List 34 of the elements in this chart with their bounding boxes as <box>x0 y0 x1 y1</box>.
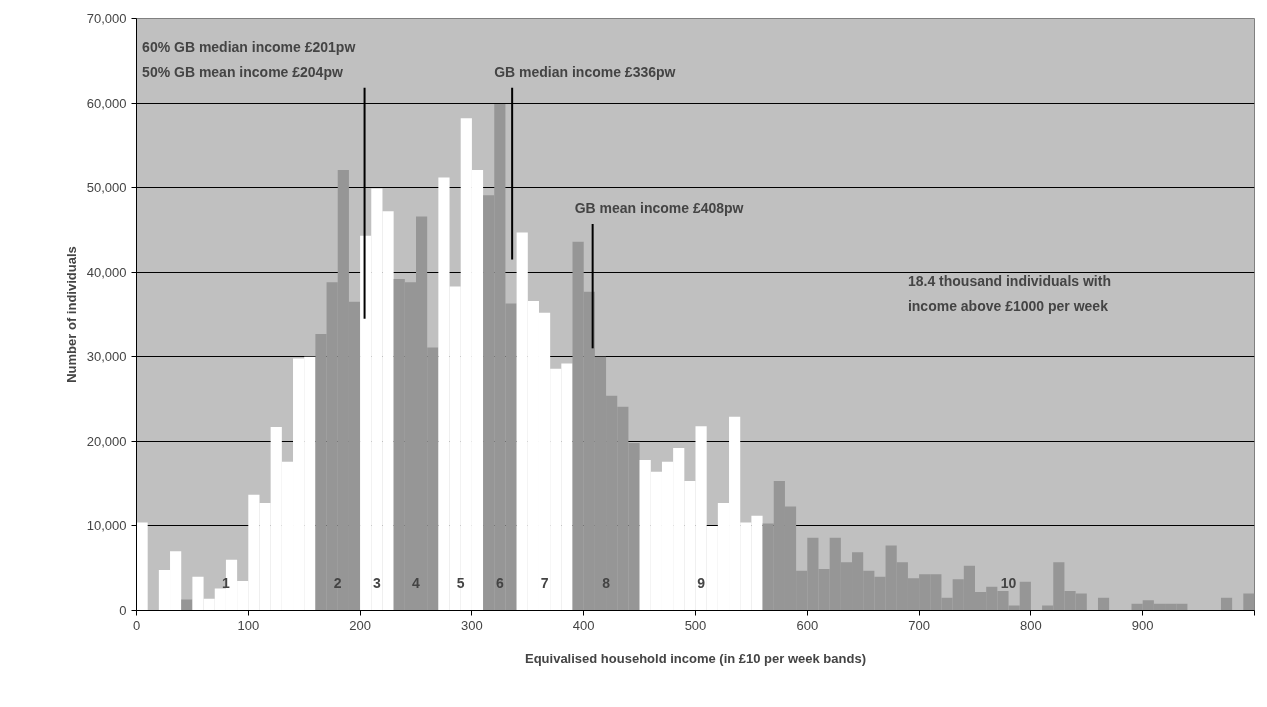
x-tick-label: 200 <box>349 617 371 633</box>
annotation: 4 <box>412 574 421 591</box>
x-axis-title: Equivalised household income (in £10 per week bands) <box>525 650 866 666</box>
y-tick-label: 30,000 <box>86 349 127 365</box>
x-tick-label: 300 <box>461 617 483 633</box>
x-tick-label: 900 <box>1131 617 1154 633</box>
annotation: 7 <box>540 574 549 591</box>
x-tick-label: 0 <box>132 617 141 633</box>
y-tick-label: 0 <box>119 603 127 618</box>
annotation: 1 <box>222 574 231 591</box>
annotation: 8 <box>602 574 611 591</box>
y-tick-label: 60,000 <box>86 95 127 111</box>
annotation: 9 <box>697 574 706 591</box>
annotation: GB median income £336pw <box>494 63 676 80</box>
y-tick-label: 10,000 <box>86 518 127 534</box>
x-tick-label: 400 <box>572 617 595 633</box>
x-tick-label: 500 <box>684 617 707 633</box>
y-tick-label: 40,000 <box>86 264 127 280</box>
y-axis-title: Number of individuals <box>63 246 79 383</box>
y-tick-label: 50,000 <box>86 180 127 196</box>
annotation: 10 <box>1000 574 1017 591</box>
annotation: 18.4 thousand individuals with income above £1000 per week <box>907 273 1111 314</box>
x-tick-label: 800 <box>1020 617 1042 633</box>
x-tick-label: 100 <box>237 617 260 633</box>
annotation: 6 <box>495 574 504 591</box>
annotation: 5 <box>456 574 465 591</box>
annotation: 3 <box>372 574 381 591</box>
annotation: 60% GB median income £201pw 50% GB mean income £204pw <box>142 39 356 80</box>
x-tick-label: 600 <box>796 617 819 633</box>
x-tick-label: 700 <box>908 617 930 633</box>
y-tick-label: 20,000 <box>86 433 127 449</box>
y-tick-label: 70,000 <box>86 11 127 26</box>
annotation: GB mean income £408pw <box>574 200 744 217</box>
annotation: 2 <box>333 574 342 591</box>
